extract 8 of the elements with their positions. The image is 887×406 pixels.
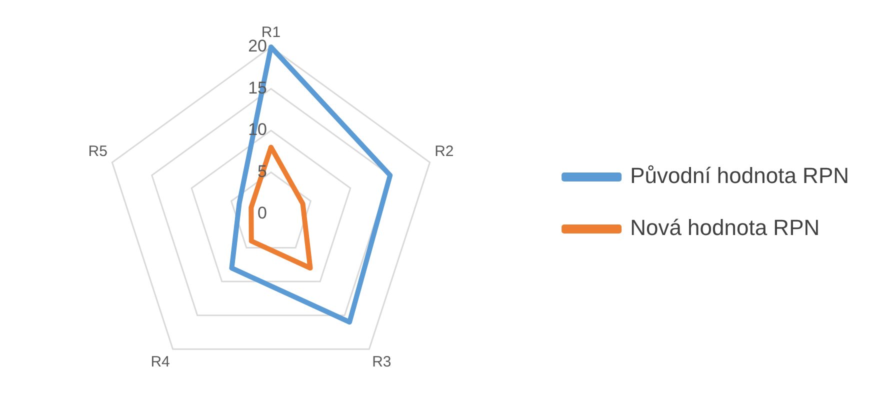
spoke-label: R2 xyxy=(434,142,454,160)
legend-label: Nová hodnota RPN xyxy=(630,215,820,240)
spoke-label: R3 xyxy=(372,353,392,370)
legend-label: Původní hodnota RPN xyxy=(630,163,850,188)
y-tick-label: 20 xyxy=(248,36,267,56)
spoke-label: R5 xyxy=(88,142,108,160)
y-tick-label: 0 xyxy=(258,204,267,223)
spoke-label: R4 xyxy=(150,353,170,370)
